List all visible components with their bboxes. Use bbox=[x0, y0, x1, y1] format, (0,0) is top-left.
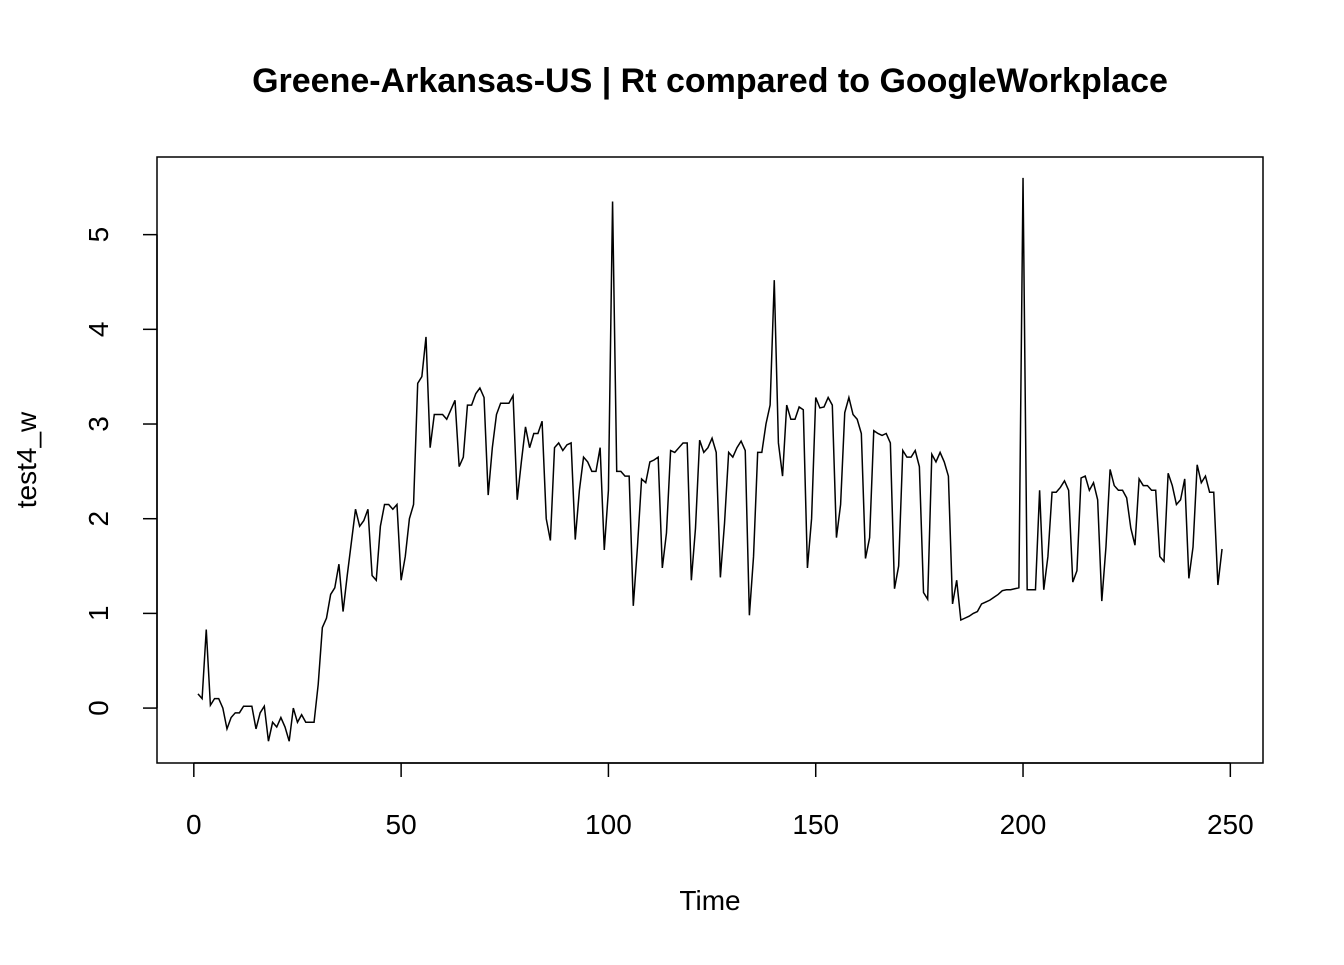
y-tick-label: 2 bbox=[83, 511, 114, 527]
x-tick-label: 150 bbox=[792, 809, 839, 840]
x-tick-label: 50 bbox=[386, 809, 417, 840]
y-tick-label: 3 bbox=[83, 416, 114, 432]
y-axis-label: test4_w bbox=[11, 411, 42, 508]
y-tick-label: 4 bbox=[83, 322, 114, 338]
x-tick-label: 200 bbox=[1000, 809, 1047, 840]
x-tick-label: 0 bbox=[186, 809, 202, 840]
chart-title: Greene-Arkansas-US | Rt compared to Goog… bbox=[252, 62, 1168, 100]
y-tick-label: 1 bbox=[83, 606, 114, 622]
y-tick-label: 0 bbox=[83, 700, 114, 716]
data-line bbox=[197, 177, 1223, 742]
x-tick-label: 100 bbox=[585, 809, 632, 840]
x-tick-label: 250 bbox=[1207, 809, 1254, 840]
x-axis-label: Time bbox=[679, 885, 740, 916]
y-tick-label: 5 bbox=[83, 227, 114, 243]
